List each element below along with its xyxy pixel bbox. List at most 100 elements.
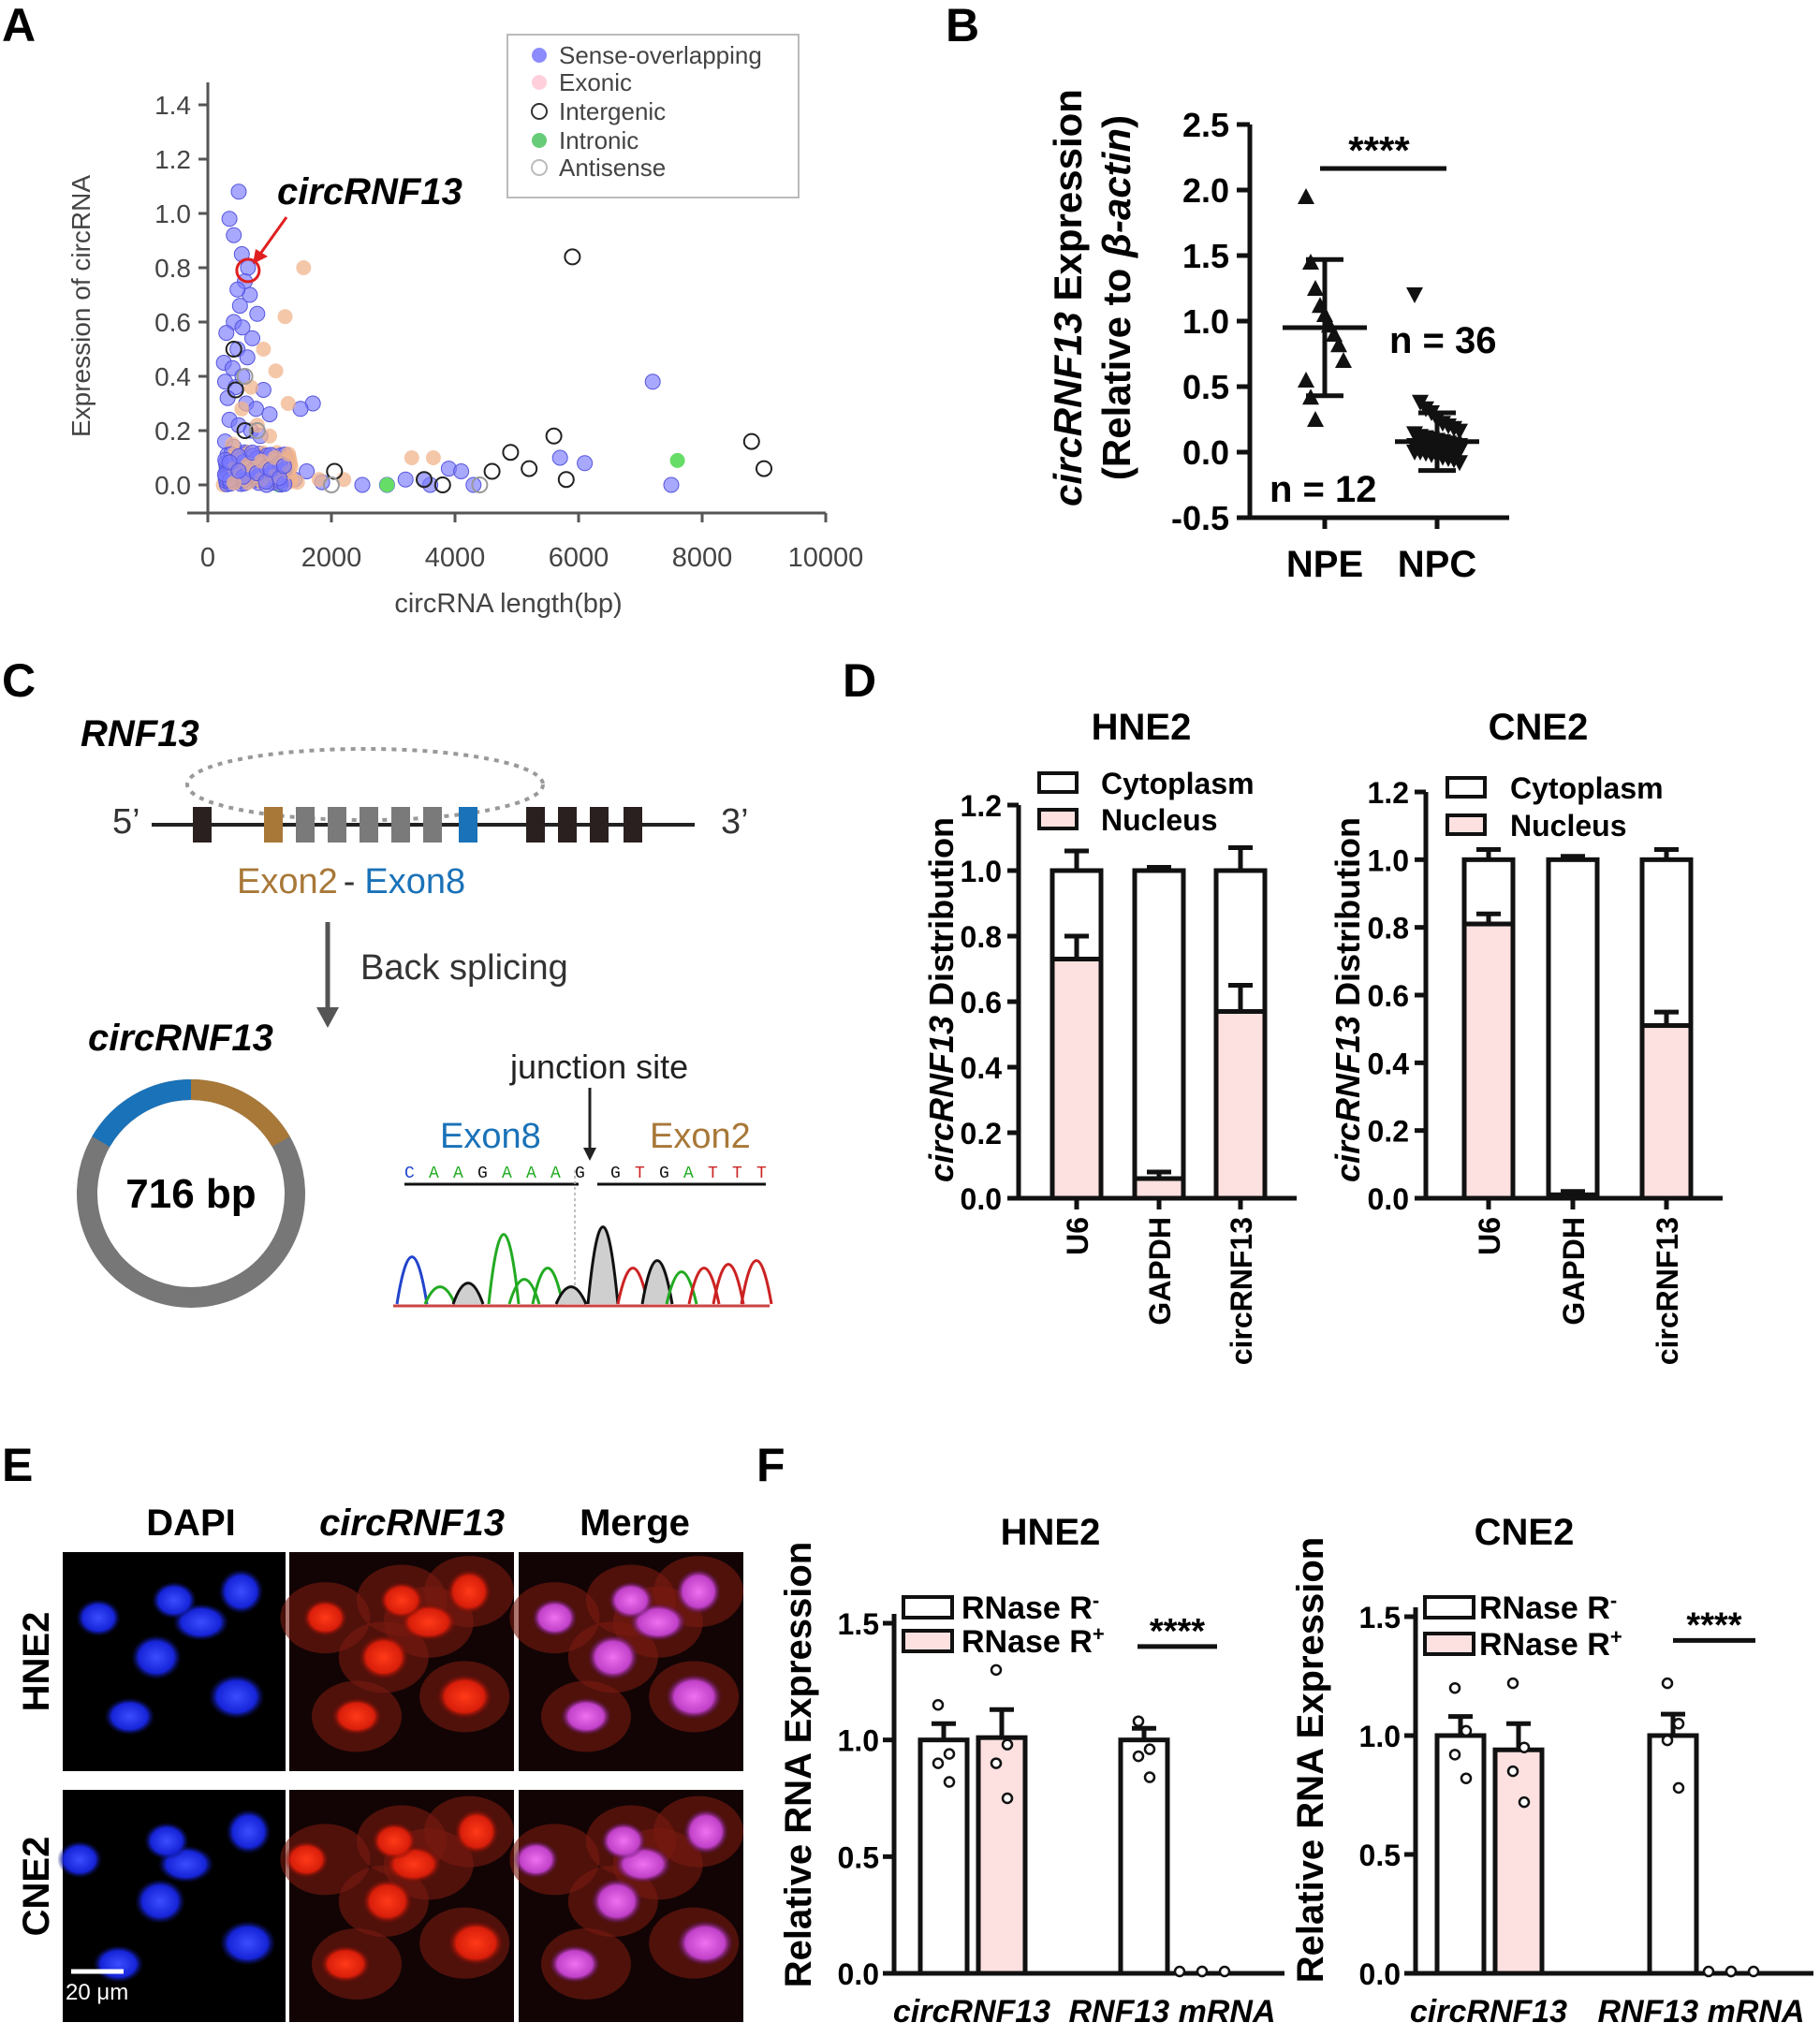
panel-f-point: [1672, 1718, 1685, 1730]
legend-label-nucleus: Nucleus: [1510, 809, 1626, 843]
panel-a-point-exonic: [404, 450, 419, 465]
circ-size: 716 bp: [125, 1171, 256, 1217]
panel-f-y-tick-label: 0.0: [1359, 1957, 1401, 1991]
panel-a-point-intergenic: [225, 341, 242, 358]
sequence-base: A: [453, 1165, 463, 1183]
panel-a-point-sense-overlapping: [219, 389, 236, 406]
panel-f-point: [1143, 1743, 1156, 1755]
panel-d-y-tick-label: 1.0: [961, 855, 1002, 888]
back-splicing-arrowhead: [316, 1007, 339, 1028]
panel-a-x-tick-label: 8000: [672, 543, 733, 573]
exon-block: [193, 807, 212, 843]
seq-exon8-label: Exon8: [440, 1117, 541, 1156]
panel-f-y-tick-label: 0.0: [838, 1957, 879, 1991]
panel-f-cne2-title: CNE2: [1475, 1512, 1575, 1553]
panel-a-point-sense-overlapping: [261, 406, 278, 423]
panel-d-x-tick-label: U6: [1473, 1217, 1506, 1255]
exon-block: [459, 807, 477, 843]
chromatogram: [395, 1225, 773, 1305]
circ-ring-exon8-segment: [92, 1079, 192, 1148]
panel-a-point-sense-overlapping: [221, 211, 238, 227]
panel-f-hne2-chart: HNE2 Relative RNA Expression 0.0 0.5 1.0 1.…: [778, 1512, 1284, 2030]
panel-f-point: [1460, 1724, 1473, 1737]
col-title-merge: Merge: [580, 1502, 690, 1544]
panel-b-point-npe: [1335, 352, 1352, 368]
panel-a-point-sense-overlapping: [551, 449, 568, 466]
legend-swatch-rnase-minus: [902, 1595, 954, 1619]
panel-d-hne2-chart: HNE2 circRNF13 Distribution 0.0 0.2 0.4 0.6…: [922, 707, 1297, 1365]
legend-label-intronic: Intronic: [559, 126, 638, 154]
panel-b-point-npe: [1298, 372, 1314, 388]
panel-a-point-sense-overlapping: [397, 471, 414, 488]
panel-f-bar-rnase-minus: [1647, 1733, 1699, 1976]
panel-f-point: [1672, 1781, 1685, 1795]
sequence-base: A: [526, 1165, 536, 1183]
panel-d-y-tick-label: 0.0: [1368, 1182, 1409, 1216]
panel-f-point: [1132, 1715, 1145, 1727]
panel-b-significance: ****: [1348, 128, 1410, 172]
panel-d-x-tick-label: GAPDH: [1557, 1217, 1591, 1326]
panel-d-bar-nucleus: [1639, 1023, 1694, 1201]
chromatogram-peak: [554, 1285, 588, 1305]
panel-d-bar-nucleus: [1049, 957, 1104, 1201]
panel-a-y-tick-label: 1.0: [154, 199, 191, 228]
exon-block: [328, 807, 346, 843]
nucleus-stain: [436, 1674, 493, 1720]
panel-a-point-sense-overlapping: [255, 382, 272, 398]
nucleus-stain: [676, 1569, 721, 1615]
panel-a-point-antisense: [236, 368, 254, 385]
five-prime-label: 5’: [112, 802, 140, 842]
panel-b-point-npe: [1307, 280, 1324, 296]
panel-a-point-sense-overlapping: [244, 330, 261, 346]
panel-a-point-intergenic: [433, 476, 451, 493]
nucleus-stain: [532, 1599, 578, 1637]
panel-f-x-group-label: RNF13 mRNA: [1068, 1994, 1275, 2030]
panel-d-cne2-y-axis-label: circRNF13 Distribution: [1328, 817, 1367, 1182]
three-prime-label: 3’: [721, 802, 749, 842]
exon-block: [526, 807, 545, 843]
sequence-base: G: [477, 1165, 488, 1183]
legend-swatch-intronic: [532, 133, 547, 148]
panel-a-y-tick-label: 0.8: [154, 254, 191, 283]
panel-d-y-tick-label: 1.0: [1368, 843, 1409, 877]
legend-label-rnase-minus: RNase R-: [1479, 1589, 1617, 1626]
panel-f-cne2-y-axis-label: Relative RNA Expression: [1290, 1537, 1331, 1983]
panel-f-bar-rnase-minus: [917, 1737, 970, 1976]
panel-b-y-axis-label: circRNF13 Expression: [1046, 89, 1090, 506]
panel-f-point: [1518, 1741, 1531, 1753]
sequence-base: T: [708, 1165, 718, 1183]
panel-a-point-sense-overlapping: [644, 374, 661, 390]
chromatogram-peak: [712, 1263, 745, 1305]
panel-b-point-npe: [1307, 411, 1324, 427]
panel-a-x-tick-label: 0: [200, 543, 215, 573]
sequence-base: T: [756, 1165, 767, 1183]
sequence-base: G: [659, 1165, 669, 1183]
panel-f-point: [1173, 1965, 1186, 1978]
panel-a-point-dense: [281, 446, 297, 462]
panel-a-point-intergenic: [545, 427, 563, 445]
panel-d-bar-nucleus: [1213, 1009, 1268, 1201]
panel-d-y-tick-label: 0.6: [1368, 979, 1409, 1013]
panel-a-scatter: Expression of circRNA circRNA length(bp)…: [66, 34, 863, 619]
legend-label-rnase-minus: RNase R-: [961, 1589, 1099, 1626]
panel-f-y-tick-label: 1.0: [1359, 1720, 1401, 1753]
panel-d-bar-nucleus: [1546, 1192, 1600, 1201]
panel-f-y-tick-label: 1.0: [838, 1724, 879, 1758]
panel-f-significance: ****: [1150, 1612, 1205, 1651]
legend-label-sense: Sense-overlapping: [559, 41, 762, 69]
legend-swatch-intergenic: [531, 103, 548, 120]
sequence-base: A: [429, 1165, 439, 1183]
panel-d-x-tick-label: GAPDH: [1143, 1217, 1177, 1326]
panel-f-hne2-y-axis-label: Relative RNA Expression: [778, 1542, 819, 1987]
nucleus-stain: [302, 1599, 348, 1637]
panel-a-point-exonic: [311, 472, 327, 488]
nucleus-stain: [226, 1809, 272, 1854]
panel-d-y-tick-label: 0.2: [961, 1117, 1002, 1150]
seq-exon2-label: Exon2: [650, 1117, 751, 1156]
panel-a-point-sense-overlapping: [354, 476, 371, 493]
panel-a-arrowhead: [253, 249, 268, 264]
panel-d-x-tick-label: circRNF13: [1651, 1217, 1684, 1365]
legend-swatch-nucleus: [1037, 808, 1079, 830]
panel-a-point-intergenic: [236, 422, 254, 439]
